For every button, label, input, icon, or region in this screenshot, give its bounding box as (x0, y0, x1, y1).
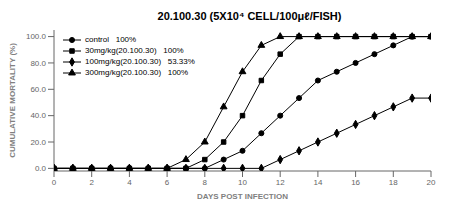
svg-text:100.0: 100.0 (26, 32, 47, 41)
svg-text:8: 8 (203, 178, 208, 187)
svg-text:16: 16 (351, 178, 360, 187)
html-text:100mg/kg(20.100.30) 53.33%: 100mg/kg(20.100.30) 53.33% (85, 57, 195, 66)
svg-text:0.0: 0.0 (35, 164, 47, 173)
svg-text:20: 20 (427, 178, 436, 187)
html-text:30mg/kg(20.100.30) 100%: 30mg/kg(20.100.30) 100% (85, 46, 184, 55)
svg-text:10: 10 (238, 178, 247, 187)
svg-text:CUMULATIVE MORTALITY (%): CUMULATIVE MORTALITY (%) (8, 43, 17, 158)
svg-text:14: 14 (313, 178, 322, 187)
html-text:20.100.30 (5X10⁴ CELL/100μℓ/FI: 20.100.30 (5X10⁴ CELL/100μℓ/FISH) (157, 10, 342, 22)
svg-text:4: 4 (127, 178, 132, 187)
svg-text:2: 2 (89, 178, 94, 187)
svg-text:6: 6 (165, 178, 170, 187)
svg-text:12: 12 (276, 178, 285, 187)
svg-text:60.0: 60.0 (30, 85, 46, 94)
svg-text:20.0: 20.0 (30, 138, 46, 147)
svg-text:40.0: 40.0 (30, 111, 46, 120)
html-text:300mg/kg(20.100.30) 100%: 300mg/kg(20.100.30) 100% (85, 68, 189, 77)
svg-text:80.0: 80.0 (30, 59, 46, 68)
html-text:control 100%: control 100% (85, 35, 137, 44)
svg-text:18: 18 (389, 178, 398, 187)
svg-text:0: 0 (52, 178, 57, 187)
svg-text:DAYS POST INFECTION: DAYS POST INFECTION (197, 192, 288, 201)
